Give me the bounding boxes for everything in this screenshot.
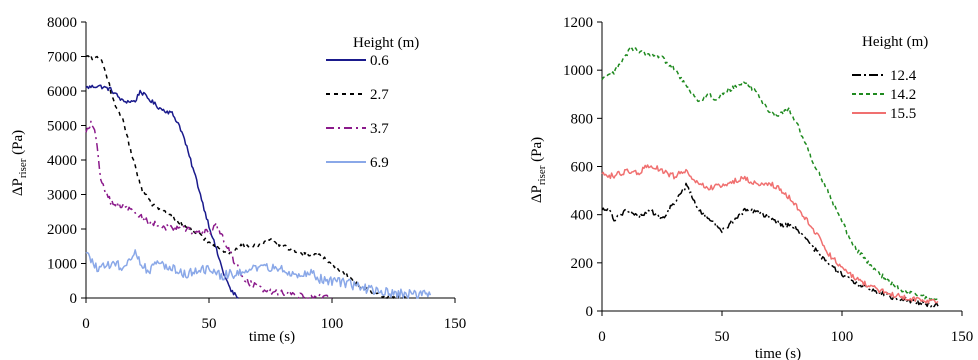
left-y-axis-label: ΔPriser (Pa)	[10, 130, 29, 196]
right-x-tick-label: 150	[951, 329, 974, 345]
left-legend: Height (m) 0.6 2.7 3.7 6.9	[326, 35, 419, 171]
right-x-tick-label: 0	[598, 329, 606, 345]
right-y-axis-label-main: ΔP	[529, 185, 545, 203]
left-series-line-2-7	[85, 54, 407, 299]
right-legend: Height (m) 12.4 14.2 15.5	[852, 34, 928, 122]
chart-left: 0 1000 2000 3000 4000 5000 6000 7000 8000 0 50 100 1…	[10, 15, 466, 345]
right-y-axis-label-sub: riser	[536, 165, 548, 185]
right-y-tick-label: 800	[571, 111, 594, 127]
left-y-axis-label-main: ΔP	[10, 178, 26, 196]
left-legend-title: Height (m)	[353, 35, 419, 51]
right-y-axis-label-unit: (Pa)	[529, 137, 545, 166]
left-y-tick-label: 0	[70, 291, 78, 307]
left-y-tick-label: 7000	[47, 50, 77, 66]
left-y-tick-label: 3000	[47, 188, 77, 204]
left-y-axis-label-unit: (Pa)	[10, 130, 26, 159]
right-x-tick-label: 100	[831, 329, 854, 345]
right-y-tick-label: 1200	[563, 15, 593, 31]
right-legend-title: Height (m)	[862, 34, 928, 50]
left-y-tick-label: 6000	[47, 84, 77, 100]
right-series-line-14-2	[601, 47, 939, 301]
right-legend-label: 15.5	[890, 106, 916, 122]
right-series-layer	[601, 47, 939, 309]
right-y-tick-label: 400	[571, 208, 594, 224]
right-y-axis-label: ΔPriser (Pa)	[529, 137, 548, 203]
left-legend-label: 3.7	[370, 121, 389, 137]
left-axes: 0 1000 2000 3000 4000 5000 6000 7000 8000 0 50 100 1…	[47, 15, 466, 332]
right-y-tick-label: 1000	[563, 63, 593, 79]
left-series-line-0-6	[85, 84, 239, 299]
left-y-tick-label: 8000	[47, 15, 77, 31]
right-x-tick-label: 50	[715, 329, 730, 345]
right-series-line-15-5	[601, 164, 939, 304]
left-x-tick-label: 0	[82, 316, 90, 332]
left-y-tick-label: 1000	[47, 257, 77, 273]
left-x-axis-label: time (s)	[249, 329, 295, 345]
right-x-axis-label: time (s)	[755, 346, 801, 360]
left-legend-label: 2.7	[370, 87, 389, 103]
left-y-tick-label: 5000	[47, 119, 77, 135]
left-legend-label: 6.9	[370, 155, 389, 171]
left-x-tick-label: 50	[202, 316, 217, 332]
right-y-tick-label: 600	[571, 160, 594, 176]
left-y-tick-label: 2000	[47, 222, 77, 238]
right-y-tick-label: 0	[586, 304, 594, 320]
left-series-line-3-7	[85, 120, 332, 299]
right-legend-label: 14.2	[890, 87, 916, 103]
right-y-tick-label: 200	[571, 256, 594, 272]
left-x-tick-label: 100	[321, 316, 344, 332]
left-y-axis-label-sub: riser	[17, 158, 29, 178]
left-y-tick-label: 4000	[47, 153, 77, 169]
right-legend-label: 12.4	[890, 68, 917, 84]
left-legend-label: 0.6	[370, 53, 389, 69]
left-x-tick-label: 150	[444, 316, 467, 332]
left-series-layer	[85, 54, 432, 299]
left-series-line-6-9	[85, 249, 432, 299]
right-series-line-12-4	[601, 182, 939, 309]
right-axes: 0 200 400 600 800 1000 1200 0 50 100 150	[563, 15, 973, 345]
